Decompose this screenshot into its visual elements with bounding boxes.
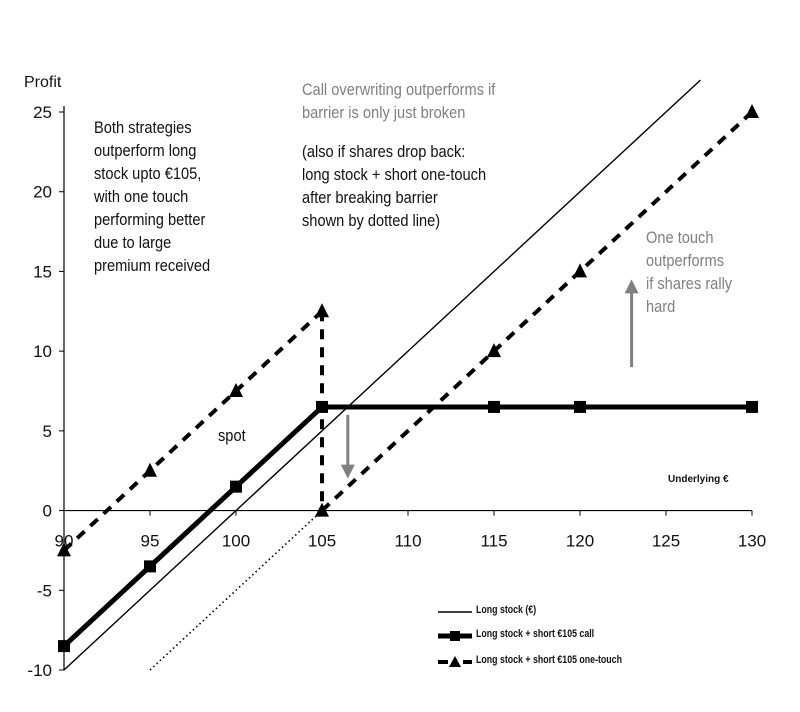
square-marker xyxy=(230,480,242,493)
x-tick-label: 105 xyxy=(308,532,336,551)
annotation-left-line: due to large xyxy=(94,233,172,252)
annotation-left-line: outperform long xyxy=(94,141,197,160)
triangle-marker xyxy=(573,263,587,278)
spot-label: spot xyxy=(218,426,246,445)
axes xyxy=(59,106,753,671)
triangle-marker xyxy=(229,383,243,397)
annotation-top-grey-line: barrier is only just broken xyxy=(302,103,466,122)
legend-swatch-thin-line xyxy=(438,611,472,613)
series-dotted xyxy=(149,509,323,671)
y-tick-label: 25 xyxy=(33,103,52,122)
x-tick-label: 100 xyxy=(222,532,250,551)
y-tick-label: 0 xyxy=(43,502,52,521)
square-marker xyxy=(144,560,156,573)
y-tick-label: -5 xyxy=(37,581,52,600)
annotation-left-line: stock upto €105, xyxy=(94,164,202,183)
x-tick-label: 125 xyxy=(652,532,680,551)
annotation-left-line: performing better xyxy=(94,210,206,229)
series-long-stock xyxy=(63,79,701,671)
y-tick-label: 20 xyxy=(33,183,52,202)
square-marker xyxy=(574,400,586,413)
triangle-marker xyxy=(143,462,157,477)
annotation-right-line: hard xyxy=(646,297,676,316)
y-tick-label: 5 xyxy=(43,422,52,441)
annotation-left-line: premium received xyxy=(94,256,211,275)
legend-label: Long stock + short €105 one-touch xyxy=(476,654,622,666)
y-tick-label: 10 xyxy=(33,342,52,361)
x-tick-label: 115 xyxy=(480,532,507,551)
legend: Long stock (€) Long stock + short €105 c… xyxy=(436,604,736,676)
annotation-top-grey-line: Call overwriting outperforms if xyxy=(302,80,496,99)
square-marker xyxy=(488,400,500,413)
annotation-arrows xyxy=(340,279,639,479)
annotation-right-line: outperforms xyxy=(646,251,725,270)
x-tick-label: 130 xyxy=(738,532,766,551)
annotation-top-black-line: after breaking barrier xyxy=(302,188,438,207)
annotation-top-black-line: (also if shares drop back: xyxy=(302,142,466,161)
annotation-left-line: Both strategies xyxy=(94,118,192,137)
annotation-top-black-line: shown by dotted line) xyxy=(302,211,441,230)
series-markers xyxy=(57,104,759,653)
legend-label: Long stock + short €105 call xyxy=(476,628,595,640)
triangle-marker xyxy=(745,104,759,118)
legend-swatch-thick-line xyxy=(438,631,472,641)
triangle-marker xyxy=(315,303,329,318)
down-arrow-head xyxy=(340,464,355,479)
legend-swatch-dashed-line xyxy=(438,656,472,667)
x-tick-label: 110 xyxy=(394,532,421,551)
y-tick-label: 15 xyxy=(33,262,52,281)
annotation-top-black: (also if shares drop back: long stock + … xyxy=(302,140,577,232)
up-arrow-head xyxy=(624,279,639,294)
triangle-marker xyxy=(315,502,329,517)
x-tick-label: 120 xyxy=(566,532,594,551)
y-tick-label: -10 xyxy=(27,661,52,680)
square-marker xyxy=(316,400,328,413)
series-one-touch-segment xyxy=(320,110,754,513)
series-one-touch-segment xyxy=(62,309,324,552)
square-marker xyxy=(746,400,758,413)
annotation-left: Both strategies outperform long stock up… xyxy=(94,116,283,277)
annotation-right-line: if shares rally xyxy=(646,274,733,293)
y-axis-title: Profit xyxy=(24,74,62,91)
legend-label: Long stock (€) xyxy=(476,604,537,616)
annotation-right: One touch outperforms if shares rally ha… xyxy=(646,226,766,318)
underlying-label: Underlying € xyxy=(668,474,729,485)
annotation-right-line: One touch xyxy=(646,228,714,247)
square-marker xyxy=(58,640,70,653)
annotation-top-grey: Call overwriting outperforms if barrier … xyxy=(302,78,577,124)
annotation-left-line: with one touch xyxy=(94,187,189,206)
triangle-marker xyxy=(57,542,71,557)
annotation-top-black-line: long stock + short one-touch xyxy=(302,165,487,184)
x-tick-label: 95 xyxy=(141,532,160,551)
triangle-marker xyxy=(487,343,501,358)
